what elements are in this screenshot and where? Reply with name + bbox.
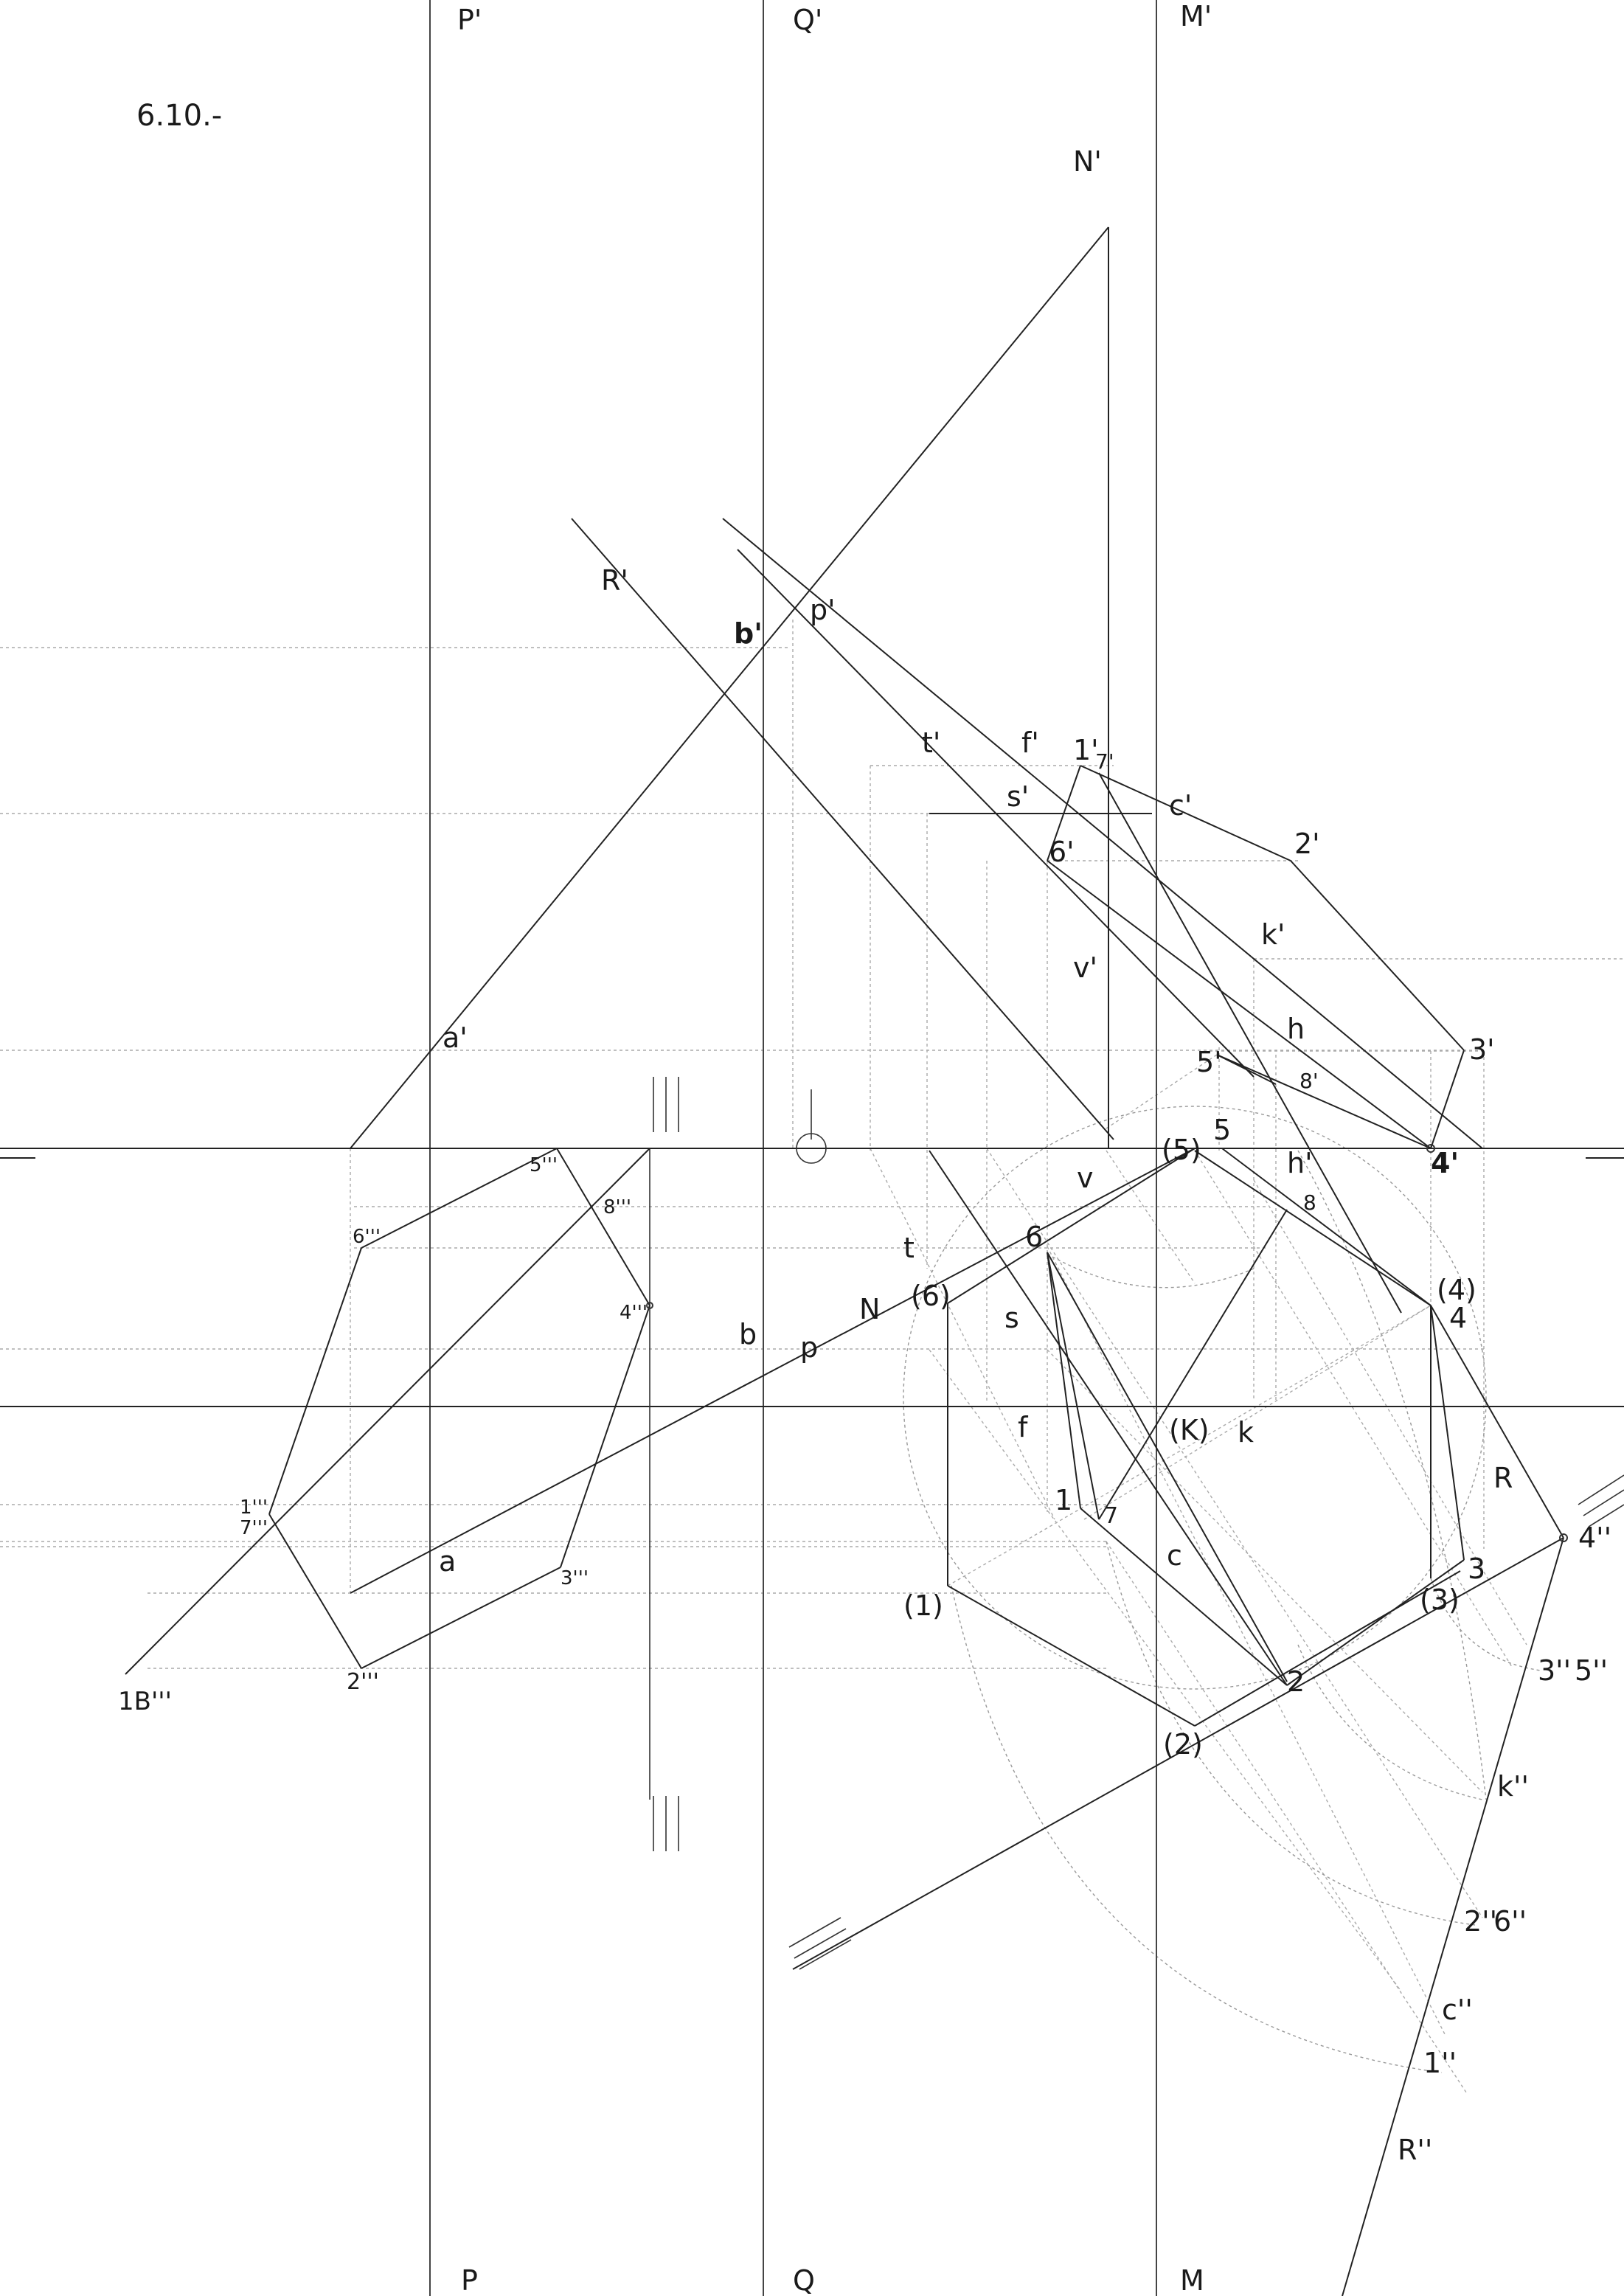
- label-q-bottom: Q: [793, 2264, 815, 2296]
- label-5-triple: 5''': [530, 1154, 558, 1176]
- label-p-top: P': [457, 4, 482, 36]
- line-f-prime: [722, 518, 1483, 1149]
- label-h-prime: h': [1287, 1147, 1313, 1179]
- label-1-paren: (1): [903, 1589, 943, 1622]
- edge-1-6-profile: [268, 1247, 362, 1515]
- section-mark-top: [653, 1077, 679, 1132]
- axis-line-2-4: [792, 1537, 1564, 1970]
- label-2: 2: [1287, 1665, 1305, 1698]
- label-3-paren: (3): [1420, 1584, 1460, 1616]
- label-2-prime: 2': [1294, 828, 1320, 860]
- label-k-double: k'': [1497, 1770, 1529, 1803]
- label-a: a: [439, 1545, 456, 1578]
- label-2-double: 2'': [1464, 1905, 1497, 1938]
- label-3-double: 3'': [1538, 1654, 1571, 1687]
- label-6: 6: [1025, 1221, 1043, 1253]
- page-title: 6.10.-: [136, 99, 222, 133]
- label-m-top: M': [1180, 0, 1212, 32]
- label-r: R: [1493, 1462, 1513, 1494]
- point-markers: [646, 1144, 1568, 1542]
- label-8-triple: 8''': [603, 1196, 631, 1218]
- label-3: 3: [1468, 1553, 1485, 1585]
- label-7-prime: 7': [1095, 749, 1114, 774]
- label-2-triple: 2''': [347, 1669, 379, 1695]
- label-b-prime: b': [734, 617, 763, 650]
- label-p-prime: p': [810, 594, 836, 626]
- label-8-prime: 8': [1299, 1069, 1319, 1093]
- label-f-prime: f': [1021, 726, 1039, 759]
- line-ab-prime: [350, 226, 1109, 1149]
- labels: 6.10.- P' Q' M' P Q M N' N R' b' p' t' f…: [118, 0, 1611, 2296]
- label-6-paren: (6): [911, 1280, 951, 1312]
- label-2-paren: (2): [1163, 1728, 1203, 1761]
- label-c: c: [1167, 1539, 1182, 1572]
- label-7: 7: [1104, 1503, 1118, 1529]
- label-n: N: [859, 1293, 880, 1325]
- edge-1-2: [947, 1585, 1196, 1727]
- label-a-prime: a': [443, 1022, 468, 1054]
- label-m-bottom: M: [1180, 2264, 1204, 2296]
- label-r-prime: R': [601, 564, 628, 597]
- line-n: [350, 1148, 1196, 1594]
- label-1-double: 1'': [1423, 2047, 1457, 2079]
- label-c-double: c'': [1442, 1994, 1473, 2026]
- label-q-top: Q': [793, 4, 822, 36]
- edge-4-5: [1194, 1150, 1432, 1306]
- label-k-paren: (K): [1169, 1414, 1210, 1446]
- edge-5-6: [947, 1148, 1196, 1304]
- label-5-paren: (5): [1162, 1134, 1201, 1166]
- label-7-triple: 7''': [240, 1517, 268, 1539]
- label-f: f: [1018, 1411, 1029, 1443]
- label-p-bottom: P: [461, 2264, 478, 2296]
- label-1-triple: 1''': [240, 1496, 268, 1519]
- label-k: k: [1238, 1416, 1254, 1449]
- label-6-prime: 6': [1049, 836, 1075, 868]
- label-3-triple: 3''': [561, 1567, 589, 1589]
- label-b: b: [739, 1318, 757, 1350]
- label-n-prime: N': [1073, 145, 1102, 178]
- label-4-paren: (4): [1437, 1274, 1476, 1306]
- line-1b: [125, 1148, 650, 1675]
- trace-r-double-prime: [1342, 1537, 1564, 2296]
- label-1: 1: [1055, 1484, 1072, 1516]
- label-r-double: R'': [1398, 2134, 1432, 2166]
- label-t: t: [903, 1232, 915, 1264]
- label-5-prime: 5': [1196, 1046, 1222, 1078]
- label-4-double: 4'': [1578, 1522, 1611, 1554]
- label-1b-triple: 1B''': [118, 1687, 172, 1716]
- label-4-prime: 4': [1431, 1147, 1459, 1179]
- label-6-triple: 6''': [353, 1226, 381, 1248]
- label-p: p: [800, 1331, 818, 1364]
- label-8: 8: [1303, 1190, 1316, 1215]
- label-3-prime: 3': [1469, 1033, 1495, 1066]
- label-4: 4: [1449, 1302, 1467, 1334]
- label-v-prime: v': [1073, 951, 1097, 984]
- label-s-prime: s': [1007, 780, 1029, 813]
- label-5: 5: [1213, 1114, 1231, 1146]
- label-6-double: 6'': [1493, 1905, 1527, 1938]
- section-mark-bottom: [653, 1796, 679, 1851]
- line-c-prime: [1080, 765, 1291, 861]
- label-1-prime: 1': [1073, 734, 1099, 766]
- label-4-triple: 4''': [620, 1302, 648, 1324]
- label-v: v: [1077, 1162, 1094, 1194]
- label-k-prime: k': [1261, 918, 1285, 951]
- section-mark-axis-end: [788, 1474, 1624, 1970]
- main-lines: [125, 226, 1564, 2296]
- label-c-prime: c': [1169, 789, 1192, 822]
- label-5-double: 5'': [1575, 1654, 1608, 1687]
- edge-2-3: [1194, 1570, 1461, 1727]
- label-t-prime: t': [922, 726, 940, 759]
- label-s: s: [1004, 1302, 1019, 1334]
- trace-r-prime: [571, 518, 1114, 1140]
- label-h: h: [1287, 1013, 1305, 1045]
